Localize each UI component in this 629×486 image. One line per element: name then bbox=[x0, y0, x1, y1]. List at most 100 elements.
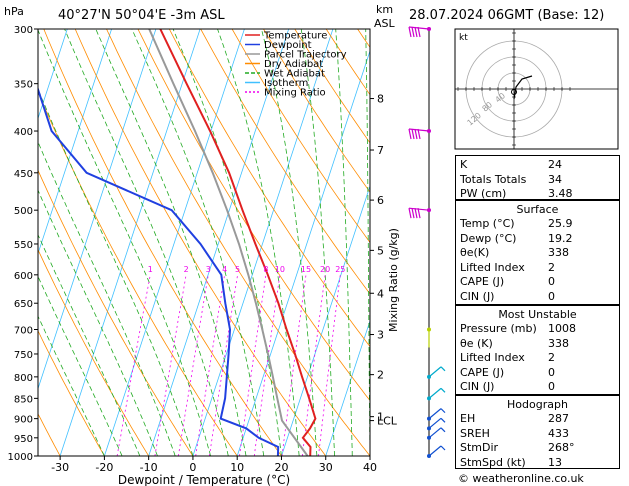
copyright-footer: © weatheronline.co.uk bbox=[458, 472, 584, 485]
legend-label: Isotherm bbox=[264, 78, 308, 89]
mixing-ratio-label: 10 bbox=[275, 265, 285, 274]
wet-adiabat-line bbox=[38, 275, 123, 456]
legend-label: Dry Adiabat bbox=[264, 59, 323, 70]
mixing-ratio-label: 25 bbox=[335, 265, 345, 274]
surface-row: θe(K) 338 bbox=[460, 246, 615, 260]
hodograph-row: SREH 433 bbox=[460, 427, 615, 441]
most-unstable-value: 0 bbox=[548, 365, 555, 379]
mixing-ratio-line bbox=[253, 274, 281, 456]
hodograph-row: EH 287 bbox=[460, 412, 615, 426]
hodograph-row: StmDir 268° bbox=[460, 441, 615, 455]
surface-row: CAPE (J) 0 bbox=[460, 275, 615, 289]
pressure-tick-label: 750 bbox=[14, 350, 33, 361]
datetime-title: 28.07.2024 06GMT (Base: 12) bbox=[409, 8, 605, 23]
wind-barb-feather bbox=[440, 427, 446, 433]
mixing-ratio-line bbox=[239, 274, 267, 456]
plot-frame bbox=[37, 28, 371, 457]
surface-label: CIN (J) bbox=[460, 289, 495, 303]
dry-adiabat-line bbox=[74, 29, 327, 456]
isotherm-line bbox=[38, 29, 157, 390]
hodograph-label: StmDir bbox=[460, 441, 499, 454]
most-unstable-label: Lifted Index bbox=[460, 351, 525, 364]
wet-adiabat-line bbox=[95, 29, 247, 456]
wet-adiabat-line bbox=[38, 315, 105, 456]
wind-barb bbox=[428, 387, 446, 399]
hpa-unit-label: hPa bbox=[4, 5, 24, 18]
dry-adiabat-line bbox=[231, 29, 370, 244]
surface-row: CIN (J) 0 bbox=[460, 290, 615, 304]
pressure-tick-label: 1000 bbox=[8, 452, 33, 463]
isotherm-line bbox=[192, 29, 334, 456]
index-value: 24 bbox=[548, 158, 562, 171]
mixing-ratio-line bbox=[116, 274, 151, 456]
mixing-ratio-label: 4 bbox=[222, 265, 227, 274]
most-unstable-title: Most Unstable bbox=[498, 308, 577, 321]
temperature-tick-label: -10 bbox=[140, 461, 158, 474]
most-unstable-value: 1008 bbox=[548, 322, 576, 335]
mixing-ratio-label: 8 bbox=[263, 265, 268, 274]
surface-row: Dewp (°C) 19.2 bbox=[460, 232, 615, 246]
wind-barb-flag bbox=[417, 208, 421, 219]
most-unstable-row: CAPE (J) 0 bbox=[460, 366, 615, 380]
wind-barb-shaft bbox=[428, 417, 442, 429]
hodograph-label: StmSpd (kt) bbox=[460, 455, 526, 469]
mixing-ratio-label: 20 bbox=[320, 265, 330, 274]
surface-label: Dewp (°C) bbox=[460, 231, 517, 245]
wet-adiabat-line bbox=[38, 88, 194, 456]
surface-value: 338 bbox=[548, 246, 569, 259]
dry-adiabat-line bbox=[137, 29, 370, 402]
surface-row: Lifted Index 2 bbox=[460, 261, 615, 275]
hodograph-stats-box: Hodograph EH 287 SREH 433 StmDir 268° StmSpd (k… bbox=[455, 395, 620, 469]
hodograph-row: StmSpd (kt) 13 bbox=[460, 456, 615, 470]
isotherm-line bbox=[148, 29, 290, 456]
wind-barb-flag bbox=[414, 26, 418, 38]
wind-barb-flag bbox=[408, 208, 412, 219]
km-tick-label: 7 bbox=[377, 144, 384, 157]
wind-barb-flag bbox=[411, 208, 415, 219]
km-tick-label: 6 bbox=[377, 194, 384, 207]
temperature-line bbox=[159, 29, 317, 456]
hodograph-title: Hodograph bbox=[507, 398, 568, 411]
pressure-tick-label: 700 bbox=[14, 326, 33, 337]
legend-label: Parcel Trajectory bbox=[264, 50, 347, 61]
wind-barb-feather bbox=[440, 417, 446, 423]
wet-adiabat-line bbox=[38, 233, 141, 456]
km-unit-label: km bbox=[376, 3, 394, 16]
isotherm-line bbox=[38, 29, 68, 120]
index-label: K bbox=[460, 158, 468, 171]
surface-label: CAPE (J) bbox=[460, 275, 505, 288]
mixing-ratio-line bbox=[154, 274, 187, 456]
mixing-ratio-axis-label: Mixing Ratio (g/kg) bbox=[387, 228, 400, 332]
isotherm-line bbox=[325, 319, 370, 456]
wind-barb bbox=[408, 207, 430, 219]
most-unstable-value: 338 bbox=[548, 336, 569, 350]
most-unstable-label: Pressure (mb) bbox=[460, 322, 537, 335]
dry-adiabat-line bbox=[38, 169, 194, 456]
index-value: 34 bbox=[548, 172, 562, 186]
wind-barb-flag bbox=[408, 128, 412, 140]
pressure-tick-label: 650 bbox=[14, 299, 33, 310]
wet-adiabat-line bbox=[131, 29, 265, 456]
dry-adiabat-line bbox=[38, 248, 150, 456]
mixing-ratio-line bbox=[281, 274, 307, 456]
wind-barb-feather bbox=[440, 387, 446, 393]
index-label: Totals Totals bbox=[460, 172, 527, 186]
wet-adiabat-line bbox=[300, 29, 335, 456]
km-tick-label: 8 bbox=[377, 93, 384, 106]
most-unstable-row: Lifted Index 2 bbox=[460, 351, 615, 365]
pressure-tick-label: 400 bbox=[14, 127, 33, 138]
dry-adiabat-line bbox=[43, 29, 282, 456]
parcel-trajectory-line bbox=[148, 29, 309, 456]
most-unstable-label: θe (K) bbox=[460, 336, 493, 350]
wet-adiabat-line bbox=[64, 29, 229, 456]
pressure-tick-label: 950 bbox=[14, 434, 33, 445]
asl-unit-label: ASL bbox=[374, 17, 395, 30]
mixing-ratio-line bbox=[195, 274, 225, 456]
hodograph-trace bbox=[513, 75, 533, 100]
most-unstable-row: Pressure (mb) 1008 bbox=[460, 322, 615, 336]
dry-adiabat-line bbox=[200, 29, 370, 295]
km-tick-label: LCL bbox=[377, 415, 398, 428]
hodograph-value: 433 bbox=[548, 426, 569, 440]
surface-value: 2 bbox=[548, 260, 555, 274]
x-axis-label: Dewpoint / Temperature (°C) bbox=[118, 473, 290, 486]
